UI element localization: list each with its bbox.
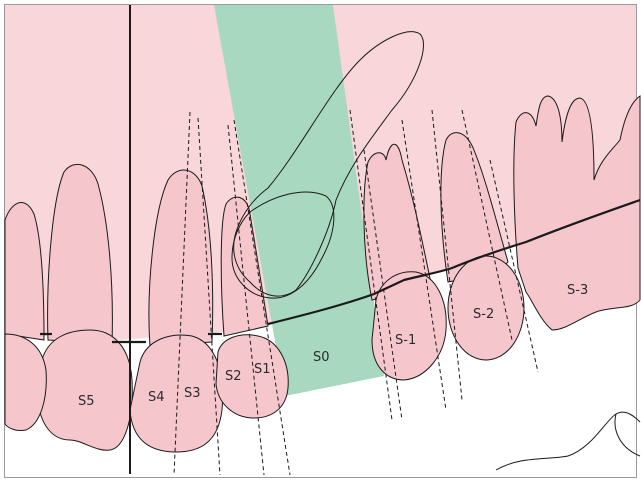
tooth-s0-outline — [233, 31, 424, 297]
label-s-1: S-1 — [395, 333, 416, 348]
tooth-s5-crown — [37, 329, 133, 451]
label-s5: S5 — [78, 394, 95, 409]
tooth-s-3-molar — [513, 95, 641, 331]
axis-line — [233, 119, 291, 476]
axis-line — [173, 111, 191, 476]
gum-line — [267, 198, 641, 326]
tooth-s-2-root — [440, 132, 509, 283]
tooth-s4-crown — [129, 334, 224, 453]
axis-line — [227, 124, 265, 476]
tooth-far-left-root — [4, 202, 45, 341]
tooth-s5-root — [47, 163, 113, 345]
tooth-s-1-crown — [371, 271, 447, 381]
tooth-s0-crown-outline — [231, 191, 335, 299]
axis-line — [489, 159, 539, 373]
sector-band-s0 — [214, 5, 384, 396]
axis-line — [349, 109, 393, 421]
label-s4: S4 — [148, 390, 165, 405]
label-s-3: S-3 — [567, 283, 588, 298]
tooth-far-left-crown — [4, 333, 47, 431]
lip-contour — [495, 411, 641, 471]
label-s1: S1 — [254, 362, 271, 377]
tooth-s2-crown — [215, 334, 289, 419]
tooth-s1-root — [220, 196, 269, 337]
axis-line — [461, 109, 513, 341]
axis-line — [363, 149, 403, 421]
label-s-2: S-2 — [473, 307, 494, 322]
label-s3: S3 — [184, 386, 201, 401]
label-s0: S0 — [313, 350, 330, 365]
axis-line — [197, 117, 221, 476]
label-s2: S2 — [225, 369, 242, 384]
tooth-s3-root — [148, 169, 214, 347]
